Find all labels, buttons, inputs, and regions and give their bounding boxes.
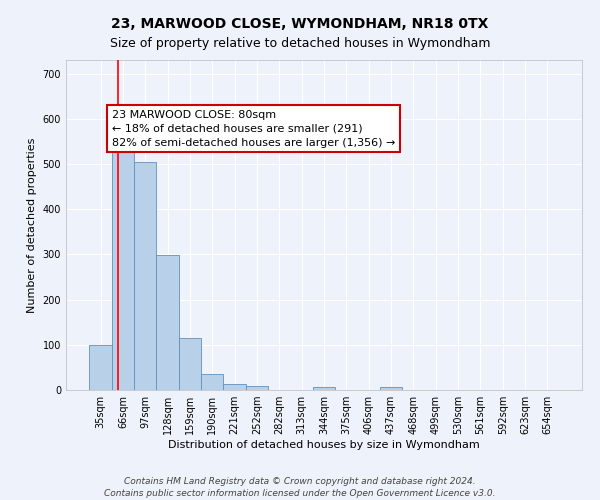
Bar [134, 162, 157, 390]
Bar [201, 374, 223, 390]
Bar [313, 387, 335, 390]
X-axis label: Distribution of detached houses by size in Wymondham: Distribution of detached houses by size … [168, 440, 480, 450]
Text: 23 MARWOOD CLOSE: 80sqm
← 18% of detached houses are smaller (291)
82% of semi-d: 23 MARWOOD CLOSE: 80sqm ← 18% of detache… [112, 110, 395, 148]
Text: Contains HM Land Registry data © Crown copyright and database right 2024.
Contai: Contains HM Land Registry data © Crown c… [104, 476, 496, 498]
Text: Size of property relative to detached houses in Wymondham: Size of property relative to detached ho… [110, 38, 490, 51]
Text: 23, MARWOOD CLOSE, WYMONDHAM, NR18 0TX: 23, MARWOOD CLOSE, WYMONDHAM, NR18 0TX [112, 18, 488, 32]
Bar [112, 128, 134, 390]
Bar [223, 384, 246, 390]
Bar [179, 338, 201, 390]
Bar [89, 345, 112, 390]
Bar [246, 386, 268, 390]
Bar [157, 256, 179, 390]
Y-axis label: Number of detached properties: Number of detached properties [27, 138, 37, 312]
Bar [380, 387, 402, 390]
